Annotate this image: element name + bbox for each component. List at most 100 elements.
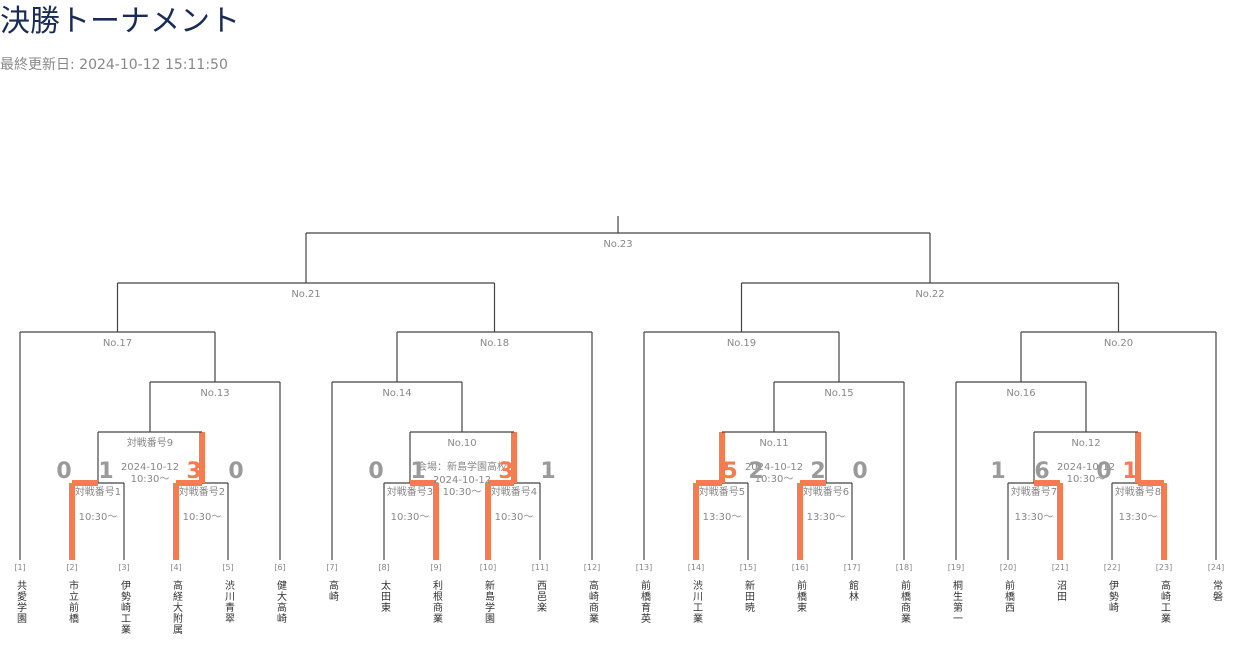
team-name[interactable]: 共愛学園 [15, 580, 27, 624]
team-name[interactable]: 伊勢崎工業 [119, 580, 131, 635]
match-time: 10:30～ [1067, 474, 1106, 485]
score-right: 2 [810, 459, 825, 484]
match-number: No.20 [1104, 338, 1133, 349]
match-time: 10:30～ [443, 487, 482, 498]
match-number: 対戦番号6 [803, 485, 849, 498]
match-number: No.23 [603, 239, 632, 250]
team-seed: [15] [740, 563, 756, 572]
team-name[interactable]: 前橋東 [795, 579, 807, 613]
outer-score: 1 [540, 459, 555, 484]
match-time: 10:30～ [131, 474, 170, 485]
team-name[interactable]: 高崎 [327, 579, 339, 602]
match-number: No.14 [382, 388, 411, 399]
match-date: 2024-10-12 [433, 475, 491, 486]
team-name[interactable]: 太田東 [379, 579, 391, 613]
team-seed: [5] [222, 563, 233, 572]
team-seed: [4] [170, 563, 181, 572]
team-name[interactable]: 桐生第一 [951, 579, 963, 624]
team-name[interactable]: 高崎工業 [1159, 579, 1171, 624]
team-name[interactable]: 渋川工業 [691, 579, 703, 624]
score-right: 3 [186, 459, 201, 484]
team-seed: [12] [584, 563, 600, 572]
last-updated: 最終更新日: 2024-10-12 15:11:50 [0, 57, 228, 73]
team-name[interactable]: 前橋西 [1003, 579, 1015, 613]
outer-score: 0 [852, 459, 867, 484]
team-seed: [18] [896, 563, 912, 572]
team-name[interactable]: 渋川青翠 [223, 579, 235, 624]
match-number: No.12 [1071, 438, 1100, 449]
team-name[interactable]: 前橋育英 [639, 579, 651, 624]
match-number: No.13 [200, 388, 229, 399]
match-number: 対戦番号3 [387, 485, 433, 498]
match-date: 2024-10-12 [1057, 462, 1115, 473]
match-time: 10:30～ [755, 474, 794, 485]
match-number: 対戦番号2 [179, 485, 225, 498]
team-name[interactable]: 新田暁 [743, 579, 755, 613]
team-name[interactable]: 前橋商業 [899, 579, 911, 624]
outer-score: 1 [990, 459, 1005, 484]
team-seed: [23] [1156, 563, 1172, 572]
team-name[interactable]: 新島学園 [483, 579, 495, 624]
match-number: No.18 [480, 338, 509, 349]
match-number: No.22 [915, 289, 944, 300]
team-seed: [14] [688, 563, 704, 572]
team-seed: [20] [1000, 563, 1016, 572]
team-name[interactable]: 健大高崎 [275, 580, 287, 624]
team-seed: [3] [118, 563, 129, 572]
team-seed: [8] [378, 563, 389, 572]
page-title: 決勝トーナメント [0, 4, 240, 39]
team-seed: [10] [480, 563, 496, 572]
match-date: 2024-10-12 [745, 462, 803, 473]
match-number: No.15 [824, 388, 853, 399]
match-time: 13:30～ [1119, 512, 1158, 523]
match-number: 対戦番号4 [491, 485, 537, 498]
match-number: No.16 [1006, 388, 1035, 399]
team-seed: [6] [274, 563, 285, 572]
team-seed: [2] [66, 563, 77, 572]
team-name[interactable]: 市立前橋 [67, 579, 79, 624]
outer-score: 0 [56, 459, 71, 484]
team-seed: [17] [844, 563, 860, 572]
outer-score: 2 [748, 459, 763, 484]
team-name[interactable]: 館林 [847, 579, 859, 602]
score-right: 3 [498, 459, 513, 484]
match-time: 10:30～ [391, 512, 430, 523]
outer-score: 0 [368, 459, 383, 484]
team-name[interactable]: 高崎商業 [587, 579, 599, 624]
match-number: 対戦番号5 [699, 485, 745, 498]
team-seed: [1] [14, 563, 25, 572]
team-seed: [7] [326, 563, 337, 572]
team-seed: [13] [636, 563, 652, 572]
score-left: 1 [98, 459, 113, 484]
team-name[interactable]: 常磐 [1211, 579, 1223, 602]
team-name[interactable]: 伊勢崎 [1107, 580, 1119, 613]
match-number: No.10 [447, 438, 476, 449]
score-left: 1 [410, 459, 425, 484]
match-time: 13:30～ [703, 512, 742, 523]
team-seed: [19] [948, 563, 964, 572]
team-name[interactable]: 利根商業 [431, 580, 443, 624]
match-number: No.21 [291, 289, 320, 300]
team-name[interactable]: 高経大附属 [171, 579, 183, 635]
score-left: 5 [722, 459, 737, 484]
score-left: 6 [1034, 459, 1049, 484]
match-date: 2024-10-12 [121, 462, 179, 473]
team-name[interactable]: 沼田 [1055, 579, 1067, 602]
match-venue: 会場：新島学園高校 [417, 460, 507, 473]
match-number: No.17 [103, 338, 132, 349]
match-number: No.11 [759, 438, 788, 449]
match-time: 13:30～ [807, 512, 846, 523]
team-seed: [16] [792, 563, 808, 572]
team-seed: [24] [1208, 563, 1224, 572]
match-number: 対戦番号8 [1115, 485, 1161, 498]
match-number: 対戦番号1 [75, 485, 121, 498]
match-time: 13:30～ [1015, 512, 1054, 523]
match-number: 対戦番号7 [1011, 485, 1057, 498]
team-name[interactable]: 西邑楽 [535, 580, 547, 613]
match-number: 対戦番号9 [127, 436, 173, 449]
match-time: 10:30～ [183, 512, 222, 523]
team-seed: [21] [1052, 563, 1068, 572]
match-time: 10:30～ [495, 512, 534, 523]
score-right: 1 [1122, 459, 1137, 484]
